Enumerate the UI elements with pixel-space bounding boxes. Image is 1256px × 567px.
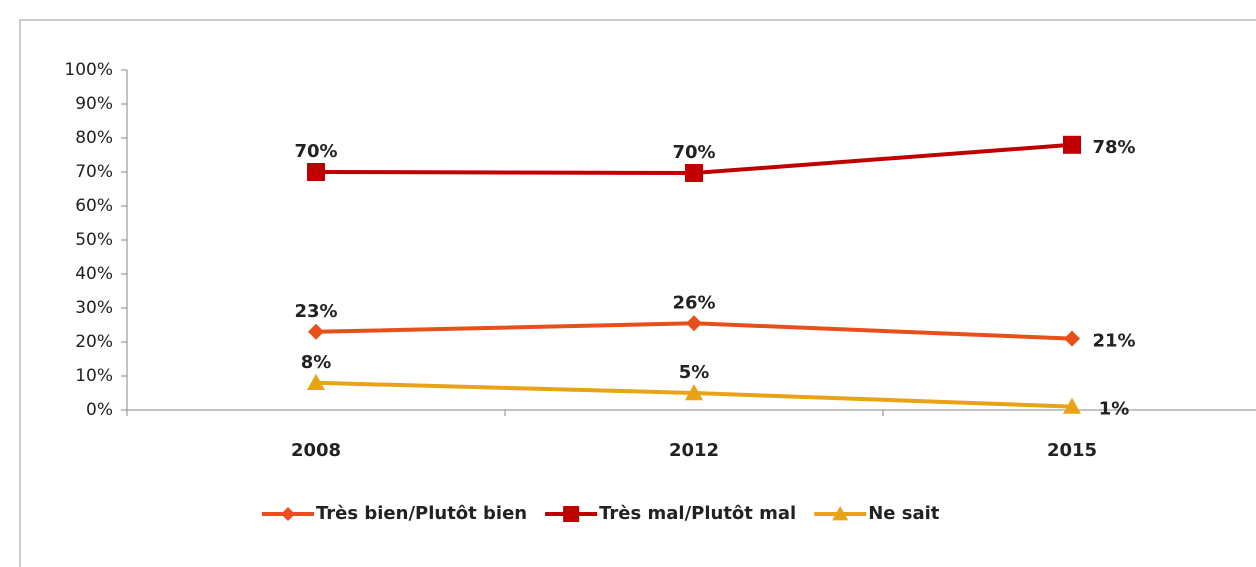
data-label: 26% (672, 292, 715, 313)
x-tick-label: 2008 (291, 440, 341, 461)
y-tick-label: 100% (64, 60, 113, 80)
marker (686, 315, 702, 332)
y-tick-label: 10% (75, 366, 113, 386)
x-tick-label: 2015 (1047, 440, 1097, 461)
data-label: 5% (679, 362, 710, 383)
data-label: 23% (294, 301, 337, 322)
marker (563, 506, 580, 522)
marker (307, 163, 325, 181)
marker (1064, 330, 1080, 347)
marker (832, 506, 849, 521)
marker (307, 373, 325, 390)
data-label: 8% (301, 352, 332, 373)
y-tick-label: 30% (75, 298, 113, 318)
legend-label: Ne sait (868, 503, 940, 524)
marker (685, 384, 703, 401)
y-tick-label: 80% (75, 128, 113, 148)
legend-label: Très bien/Plutôt bien (316, 503, 527, 524)
marker (1063, 397, 1081, 414)
data-label: 78% (1092, 137, 1135, 158)
marker (685, 164, 703, 183)
data-label: 70% (672, 142, 715, 163)
data-label: 1% (1099, 399, 1130, 420)
marker (308, 323, 324, 340)
y-tick-label: 20% (75, 332, 113, 352)
y-tick-label: 90% (75, 94, 113, 114)
y-tick-label: 50% (75, 230, 113, 250)
chart-frame (19, 19, 1256, 567)
data-label: 70% (294, 141, 337, 162)
y-tick-label: 70% (75, 162, 113, 182)
marker (281, 507, 295, 521)
legend-label: Très mal/Plutôt mal (599, 503, 796, 524)
marker (1063, 135, 1081, 154)
y-tick-label: 0% (86, 400, 113, 420)
y-tick-label: 60% (75, 196, 113, 216)
data-label: 21% (1092, 331, 1135, 352)
y-tick-label: 40% (75, 264, 113, 284)
x-tick-label: 2012 (669, 440, 719, 461)
